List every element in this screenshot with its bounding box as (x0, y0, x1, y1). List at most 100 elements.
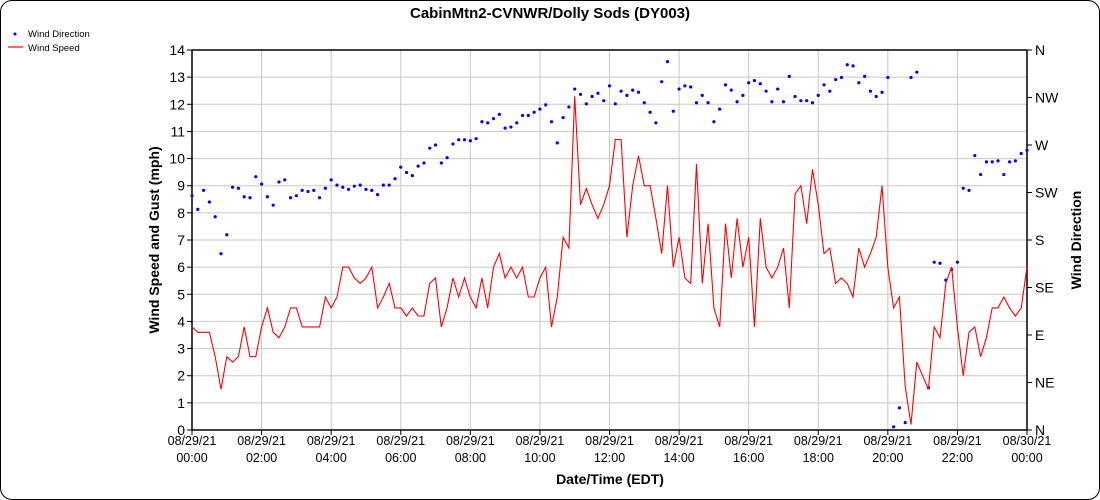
y-tick-label: 10 (169, 151, 185, 167)
y-tick-label: 1 (177, 395, 185, 411)
wind-direction-point (578, 92, 583, 96)
wind-direction-point (230, 185, 235, 189)
wind-direction-point (839, 75, 844, 80)
wind-direction-point (433, 143, 438, 147)
wind-direction-point (491, 117, 496, 121)
wind-direction-point (497, 112, 501, 116)
wind-direction-point (979, 172, 983, 177)
y-tick-label: 6 (177, 259, 185, 275)
wind-direction-point (636, 90, 641, 94)
wind-direction-point (410, 174, 414, 178)
x-tick-time: 18:00 (803, 451, 834, 465)
y2-tick-label: S (1035, 232, 1044, 248)
wind-direction-point (723, 83, 728, 87)
wind-direction-point (375, 193, 380, 197)
y-tick-label: 7 (177, 232, 185, 248)
y-tick-label: 12 (169, 96, 185, 112)
wind-direction-point (387, 183, 391, 187)
y-tick-label: 4 (177, 313, 185, 329)
wind-direction-point (416, 164, 420, 168)
y-tick-label: 11 (170, 123, 185, 139)
x-tick-time: 00:00 (1011, 451, 1042, 465)
wind-direction-point (259, 182, 264, 186)
wind-direction-point (671, 109, 675, 113)
chart-title: CabinMtn2-CVNWR/Dolly Sods (DY003) (410, 5, 690, 22)
wind-direction-point (903, 421, 907, 425)
y2-tick-label: N (1035, 422, 1045, 438)
y2-tick-label: SE (1035, 280, 1054, 296)
wind-direction-point (729, 88, 733, 92)
wind-direction-point (1025, 148, 1029, 152)
wind-direction-point (868, 89, 873, 93)
wind-direction-point (1019, 151, 1023, 156)
wind-direction-point (468, 139, 472, 143)
y-tick-label: 8 (177, 205, 185, 221)
wind-direction-point (607, 84, 612, 88)
wind-direction-point (799, 99, 803, 103)
wind-direction-point (747, 81, 751, 85)
wind-direction-point (457, 138, 461, 142)
wind-direction-point (277, 180, 281, 184)
wind-direction-point (236, 186, 240, 190)
wind-direction-point (515, 121, 519, 125)
wind-direction-point (1008, 160, 1012, 164)
wind-direction-point (787, 74, 791, 78)
wind-direction-point (538, 107, 542, 111)
x-tick-time: 14:00 (663, 451, 694, 465)
wind-direction-point (323, 186, 327, 190)
x-tick-date: 08/29/21 (168, 434, 217, 448)
wind-direction-point (776, 87, 780, 91)
x-tick-time: 12:00 (594, 451, 625, 465)
y2-tick-label: W (1035, 137, 1049, 153)
legend-direction-label: Wind Direction (28, 29, 90, 40)
wind-direction-point (984, 160, 989, 164)
wind-direction-point (213, 215, 217, 219)
wind-direction-point (712, 120, 716, 124)
wind-direction-point (393, 177, 397, 181)
wind-direction-point (1013, 159, 1018, 163)
wind-direction-point (294, 194, 298, 198)
wind-direction-point (219, 252, 223, 256)
wind-direction-point (201, 188, 206, 192)
legend-direction-marker (13, 32, 17, 36)
wind-direction-point (248, 196, 252, 200)
wind-direction-point (863, 74, 867, 78)
wind-direction-point (555, 141, 559, 145)
wind-direction-point (225, 233, 229, 237)
wind-direction-point (602, 99, 606, 103)
wind-direction-point (822, 83, 826, 87)
wind-direction-point (961, 186, 965, 190)
wind-direction-point (207, 200, 211, 204)
wind-direction-point (584, 102, 588, 106)
x-tick-date: 08/29/21 (724, 434, 773, 448)
wind-direction-point (810, 101, 815, 105)
wind-direction-point (596, 91, 600, 95)
y-tick-label: 13 (169, 69, 185, 85)
wind-direction-point (897, 406, 902, 410)
wind-direction-point (335, 183, 339, 187)
wind-direction-point (793, 94, 797, 99)
x-tick-date: 08/29/21 (516, 434, 565, 448)
wind-direction-point (520, 113, 525, 118)
wind-direction-point (451, 142, 455, 146)
x-tick-date: 08/29/21 (376, 434, 425, 448)
y2-axis-title: Wind Direction (1068, 191, 1084, 290)
wind-direction-point (474, 137, 478, 141)
wind-direction-point (549, 120, 554, 124)
wind-direction-point (619, 89, 623, 93)
y-tick-label: 0 (177, 422, 185, 438)
legend: Wind Direction Wind Speed (8, 29, 90, 54)
wind-direction-point (341, 185, 345, 189)
wind-direction-point (938, 261, 942, 265)
x-tick-date: 08/29/21 (655, 434, 704, 448)
wind-direction-point (752, 79, 757, 83)
wind-direction-point (422, 161, 426, 165)
x-axis-title: Date/Time (EDT) (556, 471, 664, 487)
wind-direction-point (694, 101, 699, 105)
y2-tick-label: NW (1035, 90, 1059, 106)
plot-marks (190, 60, 1029, 429)
y-tick-label: 5 (177, 286, 185, 302)
wind-direction-point (700, 93, 704, 97)
wind-direction-point (300, 188, 304, 192)
wind-direction-point (439, 161, 443, 165)
